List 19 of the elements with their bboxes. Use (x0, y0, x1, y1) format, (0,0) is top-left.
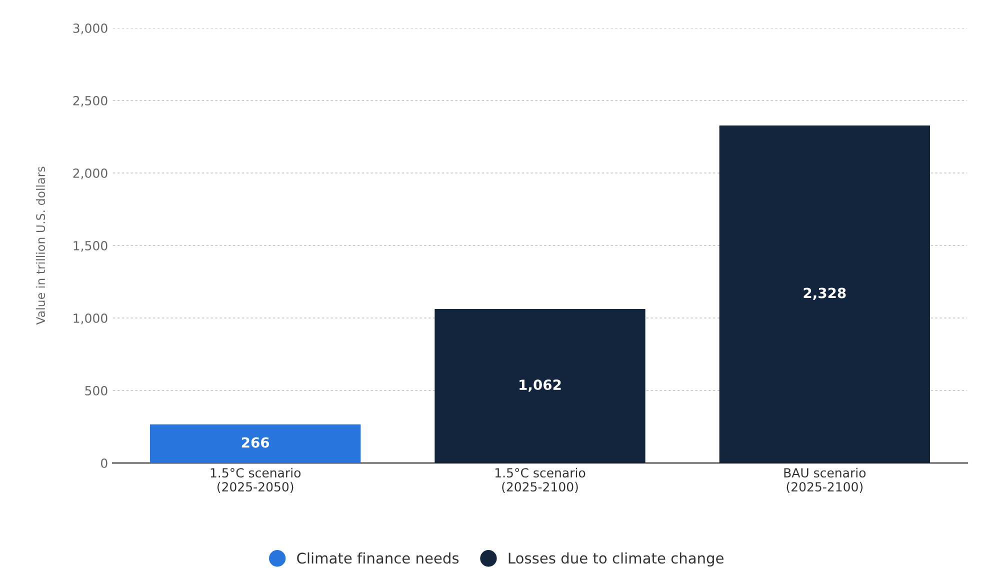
y-axis-title: Value in trillion U.S. dollars (36, 166, 46, 325)
data-label: 2,328 (804, 288, 846, 300)
data-label: 1,062 (520, 380, 561, 392)
y-tick-label: 0 (101, 458, 108, 468)
x-tick-label: 1.5°C scenario (2025-2100) (496, 468, 586, 494)
legend-label: Climate finance needs (297, 552, 459, 564)
x-tick-label: BAU scenario (2025-2100) (784, 468, 866, 494)
y-tick-label: 1,500 (74, 240, 108, 252)
bar (719, 125, 930, 463)
x-tick-label: 1.5°C scenario (2025-2050) (210, 468, 301, 494)
bar (150, 424, 361, 463)
data-label: 266 (242, 437, 270, 448)
y-tick-label: 500 (85, 386, 108, 396)
y-tick-label: 1,000 (74, 313, 108, 324)
y-tick-label: 2,500 (73, 96, 108, 107)
y-tick-label: 3,000 (73, 23, 108, 34)
bar (434, 309, 646, 463)
legend-label: Losses due to climate change (508, 552, 724, 566)
y-tick-label: 2,000 (73, 168, 108, 180)
